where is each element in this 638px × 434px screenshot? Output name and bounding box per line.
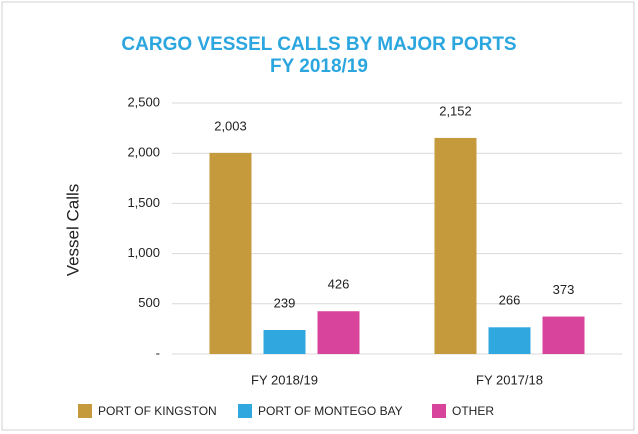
legend-swatch [432,404,446,418]
y-tick-label: - [156,345,160,360]
value-label: 2,003 [214,118,247,133]
y-tick-label: 500 [138,295,160,310]
bar [317,311,360,354]
bar [488,327,531,354]
y-tick-label: 1,000 [127,245,160,260]
bar [434,137,477,354]
legend-swatch [78,404,92,418]
x-tick-label: FY 2017/18 [476,372,543,387]
bar [542,316,585,354]
chart-subtitle: FY 2018/19 [270,56,368,77]
y-axis-title: Vessel Calls [63,184,82,277]
chart-title: CARGO VESSEL CALLS BY MAJOR PORTS [121,34,516,55]
x-tick-label: FY 2018/19 [251,372,318,387]
value-label: 426 [328,277,350,292]
y-tick-label: 2,500 [127,94,160,109]
y-tick-label: 1,500 [127,195,160,210]
bar [209,152,252,354]
value-label: 373 [553,282,575,297]
value-label: 2,152 [439,103,472,118]
legend-label: PORT OF MONTEGO BAY [258,404,403,418]
y-tick-label: 2,000 [127,145,160,160]
legend-label: PORT OF KINGSTON [98,404,217,418]
bar [263,330,306,354]
legend-label: OTHER [452,404,494,418]
legend-swatch [238,404,252,418]
value-label: 239 [274,295,296,310]
value-label: 266 [499,293,521,308]
